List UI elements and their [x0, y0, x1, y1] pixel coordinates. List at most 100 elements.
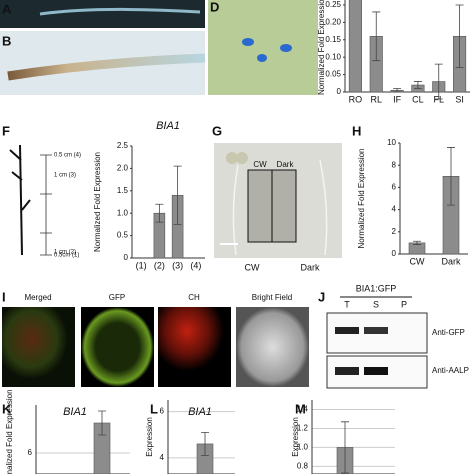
- x-tick-label: RL: [370, 94, 382, 104]
- scale-label: 1 cm (2): [54, 250, 76, 256]
- y-tick-label: 4: [392, 205, 397, 214]
- y-tick-label: 6: [28, 448, 33, 457]
- panel-letter: K: [2, 401, 12, 416]
- y-axis-label: Normalized Fold Expression: [93, 152, 102, 252]
- error-bar: [413, 240, 421, 245]
- photo-ch: [158, 307, 231, 387]
- photo-label: CH: [188, 293, 200, 302]
- photo-gfp: [81, 307, 154, 387]
- y-tick-label: 4: [160, 453, 165, 462]
- photo-label: Merged: [24, 293, 51, 302]
- y-axis-label: Normalized Fold Expression: [5, 389, 14, 474]
- y-tick-label: 6: [392, 183, 397, 192]
- y-tick-label: 6: [160, 407, 165, 416]
- row-label: Anti-GFP: [432, 328, 465, 337]
- error-bar: [455, 4, 464, 69]
- y-tick-label: 2.0: [117, 164, 129, 173]
- scale-label: 0.5 cm (4): [54, 153, 81, 159]
- panel-letter: H: [352, 123, 361, 138]
- chart-title: BIA1: [156, 120, 180, 132]
- band: [364, 367, 388, 375]
- root-a: [39, 7, 201, 16]
- cotyledon: [226, 152, 238, 164]
- y-tick-label: 0.05: [325, 70, 341, 79]
- error-bar: [372, 11, 381, 62]
- y-tick-label: 0.8: [297, 462, 309, 471]
- inset-label: Dark: [277, 160, 295, 169]
- y-tick-label: 2: [392, 227, 397, 236]
- error-bar: [434, 63, 443, 100]
- band: [335, 367, 359, 375]
- y-axis-label: Expression: [145, 417, 154, 457]
- band: [335, 327, 359, 334]
- chart-title: BIA1: [188, 406, 212, 418]
- y-tick-label: 0.25: [325, 0, 341, 9]
- photo-label: Bright Field: [252, 293, 292, 302]
- bar: [348, 0, 362, 93]
- plant-f: [9, 144, 31, 256]
- scale-f: [40, 154, 52, 256]
- error-bar: [173, 165, 182, 225]
- y-tick-label: 0.10: [325, 52, 341, 61]
- panel-letter: L: [150, 401, 158, 416]
- drawing-f: [2, 140, 44, 258]
- x-tick-label: FL: [433, 94, 444, 104]
- panel-letter: J: [318, 289, 325, 304]
- y-tick-label: 1.0: [117, 208, 129, 217]
- x-tick-label: (1): [136, 260, 147, 270]
- y-tick-label: 0: [392, 249, 397, 258]
- y-tick-label: 10: [387, 138, 396, 147]
- x-tick-label: CL: [412, 94, 424, 104]
- x-tick-label: (4): [190, 260, 201, 270]
- y-tick-label: 0.20: [325, 17, 341, 26]
- lane-label: T: [344, 299, 350, 309]
- error-bar: [98, 410, 106, 436]
- x-tick-label: Dark: [441, 256, 461, 266]
- panel-letter: A: [2, 1, 12, 16]
- y-tick-label: 2.5: [117, 141, 129, 150]
- photo-merged: [2, 307, 75, 387]
- error-bar: [447, 147, 455, 206]
- error-bar: [201, 431, 209, 456]
- photo-x-label: Dark: [300, 262, 320, 272]
- y-axis-label: Normalized Fold Expression: [357, 148, 366, 248]
- x-tick-label: (2): [154, 260, 165, 270]
- x-tick-label: RO: [349, 94, 363, 104]
- stain-d: [242, 38, 292, 62]
- lane-label: S: [373, 299, 379, 309]
- cotyledon: [236, 152, 248, 164]
- x-tick-label: CW: [410, 256, 425, 266]
- panel-letter: F: [2, 123, 10, 138]
- y-tick-label: 0: [337, 87, 342, 96]
- y-tick-label: 0: [124, 253, 129, 262]
- error-bar: [413, 81, 422, 89]
- y-tick-label: 8: [392, 160, 397, 169]
- y-tick-label: 0.15: [325, 35, 341, 44]
- photo-x-label: CW: [245, 262, 260, 272]
- y-tick-label: 0.5: [117, 231, 129, 240]
- x-tick-label: IF: [393, 94, 402, 104]
- seedlings: [232, 159, 328, 256]
- y-axis-label: Normalized Fold Expression: [317, 0, 326, 95]
- band: [364, 327, 388, 334]
- panel-letter: G: [212, 123, 222, 138]
- row-label: Anti-AALP: [432, 366, 469, 375]
- y-tick-label: 1.5: [117, 186, 129, 195]
- y-tick-label: 1.2: [297, 424, 309, 433]
- x-tick-label: SI: [455, 94, 464, 104]
- y-axis-label: Expression: [291, 417, 300, 457]
- scale-label: 0.5cm (1): [54, 253, 79, 259]
- panel-letter: B: [2, 33, 11, 48]
- scale-label: 1 cm (3): [54, 173, 76, 179]
- inset-label: CW: [253, 160, 267, 169]
- y-tick-label: 1.0: [297, 443, 309, 452]
- photo-brightfield: [236, 307, 309, 387]
- panel-letter: I: [2, 289, 6, 304]
- blot-title: BIA1:GFP: [356, 283, 397, 293]
- error-bar: [155, 203, 164, 223]
- y-tick-label: 1.4: [297, 405, 309, 414]
- error-bar: [341, 421, 349, 474]
- chart-title: BIA1: [63, 406, 87, 418]
